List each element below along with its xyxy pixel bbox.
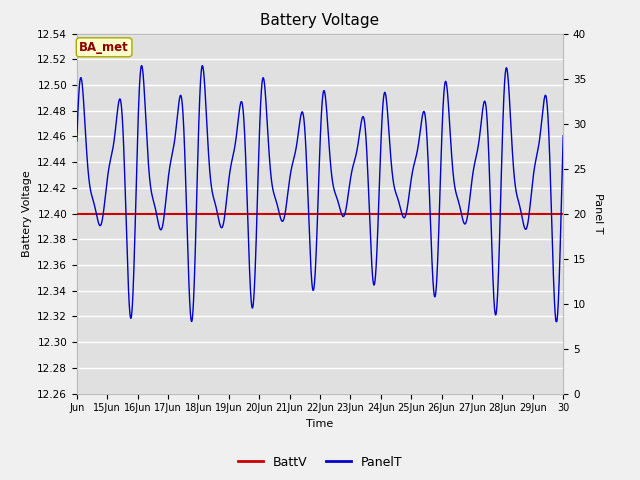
Y-axis label: Panel T: Panel T xyxy=(593,193,603,234)
Text: BA_met: BA_met xyxy=(79,41,129,54)
Y-axis label: Battery Voltage: Battery Voltage xyxy=(22,170,31,257)
X-axis label: Time: Time xyxy=(307,419,333,429)
Legend: BattV, PanelT: BattV, PanelT xyxy=(232,451,408,474)
Title: Battery Voltage: Battery Voltage xyxy=(260,13,380,28)
